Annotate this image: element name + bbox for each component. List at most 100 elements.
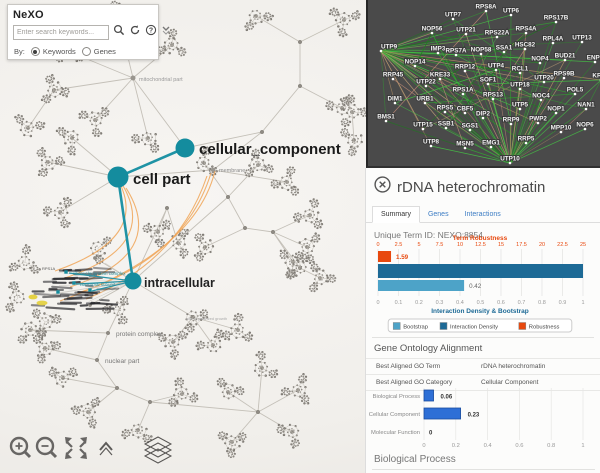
gene-node-rrp45[interactable]: RRP45 (382, 71, 405, 80)
gene-node-utp9[interactable]: UTP9 (380, 43, 399, 52)
collapse-icon[interactable] (161, 23, 171, 41)
gene-node-nop14[interactable]: NOP14 (404, 58, 427, 67)
gene-node-nan1[interactable]: NAN1 (576, 101, 596, 110)
gene-node-utp6[interactable]: UTP6 (502, 7, 521, 16)
gene-node-msn5[interactable]: MSN5 (455, 140, 475, 149)
gene-node-imp3[interactable]: IMP3 (430, 45, 447, 54)
gene-node-rcl1[interactable]: RCL1 (511, 65, 530, 74)
svg-text:1: 1 (581, 300, 584, 306)
search-input[interactable] (13, 24, 109, 40)
help-icon[interactable]: ? (145, 23, 157, 41)
refresh-icon[interactable] (129, 23, 141, 41)
gene-node-ssb1[interactable]: SSB1 (437, 120, 456, 129)
gene-node-rrp9[interactable]: RRP9 (502, 116, 521, 125)
svg-text:5: 5 (417, 242, 420, 248)
gene-node-rps7a[interactable]: RPS7A (445, 47, 468, 56)
gene-node-rpl4a[interactable]: RPL4A (542, 35, 565, 44)
gene-node-utp13[interactable]: UTP13 (571, 34, 593, 43)
gene-node-pol5[interactable]: POL5 (566, 86, 585, 95)
tab-interactions[interactable]: Interactions (464, 211, 501, 218)
tab-genes[interactable]: Genes (427, 211, 449, 218)
search-icon[interactable] (113, 23, 125, 41)
gene-node-emg1[interactable]: EMG1 (481, 139, 501, 148)
gene-node-rps4a[interactable]: RPS4A (515, 25, 538, 34)
gene-node-kre33[interactable]: KRE33 (429, 71, 452, 80)
gene-node-krr1[interactable]: KRR1 (591, 72, 600, 81)
gene-node-bms1[interactable]: BMS1 (376, 113, 396, 122)
gene-node-utp8[interactable]: UTP8 (422, 138, 441, 147)
divider (372, 469, 595, 470)
gene-node-rrp5[interactable]: RRP5 (517, 135, 536, 144)
go-term-key: Best Aligned GO Term (376, 363, 441, 370)
gene-node-cbf5[interactable]: CBF5 (456, 105, 475, 114)
gene-node-rps22a[interactable]: RPS22A (484, 29, 511, 38)
svg-text:0.6: 0.6 (497, 300, 505, 306)
bar-value-label: 1.59 (396, 254, 409, 261)
legend-item: Bootstrap (403, 325, 428, 331)
gene-node-dip2[interactable]: DIP2 (475, 110, 491, 119)
gene-node-utp21[interactable]: UTP21 (455, 26, 477, 35)
go-category-key: Best Aligned GO Category (376, 379, 453, 386)
gene-node-pwp2[interactable]: PWP2 (528, 115, 548, 124)
gene-node-bud21[interactable]: BUD21 (554, 52, 577, 61)
gene-node-nop6[interactable]: NOP6 (575, 121, 595, 130)
legend-item: Robustness (529, 325, 560, 331)
node-cell-part[interactable] (107, 166, 129, 188)
bar-value-label: 0.42 (469, 283, 482, 290)
graph-label-ribosomal-subunit: ribosomal subunit (80, 282, 116, 287)
go-alignment-section: Gene Ontology Alignment Best Aligned GO … (366, 341, 600, 391)
go-chart-value: 0.23 (468, 413, 480, 419)
gene-node-nop1[interactable]: NOP1 (546, 105, 566, 114)
gene-node-rps13[interactable]: RPS13 (482, 91, 504, 100)
node-cellular-component[interactable] (175, 138, 195, 158)
gene-node-rps17b[interactable]: RPS17B (543, 14, 570, 23)
radio-keywords[interactable] (30, 47, 40, 56)
gene-node-sgs1[interactable]: SGS1 (461, 122, 480, 131)
svg-text:0.2: 0.2 (415, 300, 423, 306)
svg-text:25: 25 (580, 242, 586, 248)
gene-node-utp18[interactable]: UTP18 (509, 81, 531, 90)
fit-to-screen-icon[interactable] (65, 437, 87, 459)
radio-genes[interactable] (81, 47, 91, 56)
term-detail-panel: rDNA heterochromatin Summary Genes Inter… (365, 168, 600, 473)
gene-node-utp10[interactable]: UTP10 (499, 155, 521, 164)
gene-node-sof1[interactable]: SOF1 (479, 76, 498, 85)
gene-node-dim1[interactable]: DIM1 (386, 95, 404, 104)
layers-icon[interactable] (143, 436, 173, 464)
gene-node-utp5[interactable]: UTP5 (511, 101, 530, 110)
gene-node-noc4[interactable]: NOC4 (531, 92, 551, 101)
collapse-up-icon[interactable] (99, 441, 113, 456)
zoom-out-icon[interactable] (35, 436, 58, 459)
svg-text:10: 10 (457, 242, 463, 248)
svg-text:0.9: 0.9 (559, 300, 567, 306)
gene-node-urb1[interactable]: URB1 (415, 95, 435, 104)
svg-text:?: ? (149, 27, 153, 34)
gene-node-rrp12[interactable]: RRP12 (454, 63, 477, 72)
gene-node-utp15[interactable]: UTP15 (412, 121, 434, 130)
gene-node-rps1a[interactable]: RPS1A (452, 86, 475, 95)
gene-node-utp7[interactable]: UTP7 (444, 11, 463, 20)
svg-text:0.4: 0.4 (456, 300, 464, 306)
legend-item: Interaction Density (450, 325, 498, 331)
gene-node-hsc82[interactable]: HSC82 (514, 41, 537, 50)
gene-node-enp1[interactable]: ENP1 (586, 54, 600, 63)
gene-node-ssa1[interactable]: SSA1 (495, 44, 514, 53)
gene-node-nop4[interactable]: NOP4 (530, 55, 550, 64)
search-by-label: By: (14, 47, 25, 56)
gene-node-rps9b[interactable]: RPS9B (553, 70, 576, 79)
gene-node-nop56[interactable]: NOP56 (421, 25, 444, 34)
gene-node-utp4[interactable]: UTP4 (487, 62, 506, 71)
graph-label-cell-part: cell part (133, 171, 191, 188)
gene-node-utp22[interactable]: UTP22 (415, 78, 437, 87)
zoom-in-icon[interactable] (9, 436, 32, 459)
close-icon[interactable] (374, 176, 391, 198)
tab-summary[interactable]: Summary (372, 206, 420, 223)
node-intracellular[interactable] (124, 272, 142, 290)
gene-node-utp20[interactable]: UTP20 (533, 74, 555, 83)
gene-node-mpp10[interactable]: MPP10 (550, 124, 573, 133)
gene-node-nop58[interactable]: NOP58 (470, 46, 493, 55)
gene-node-rps5[interactable]: RPS5 (436, 104, 455, 113)
gene-node-rps8a[interactable]: RPS8A (475, 3, 498, 12)
